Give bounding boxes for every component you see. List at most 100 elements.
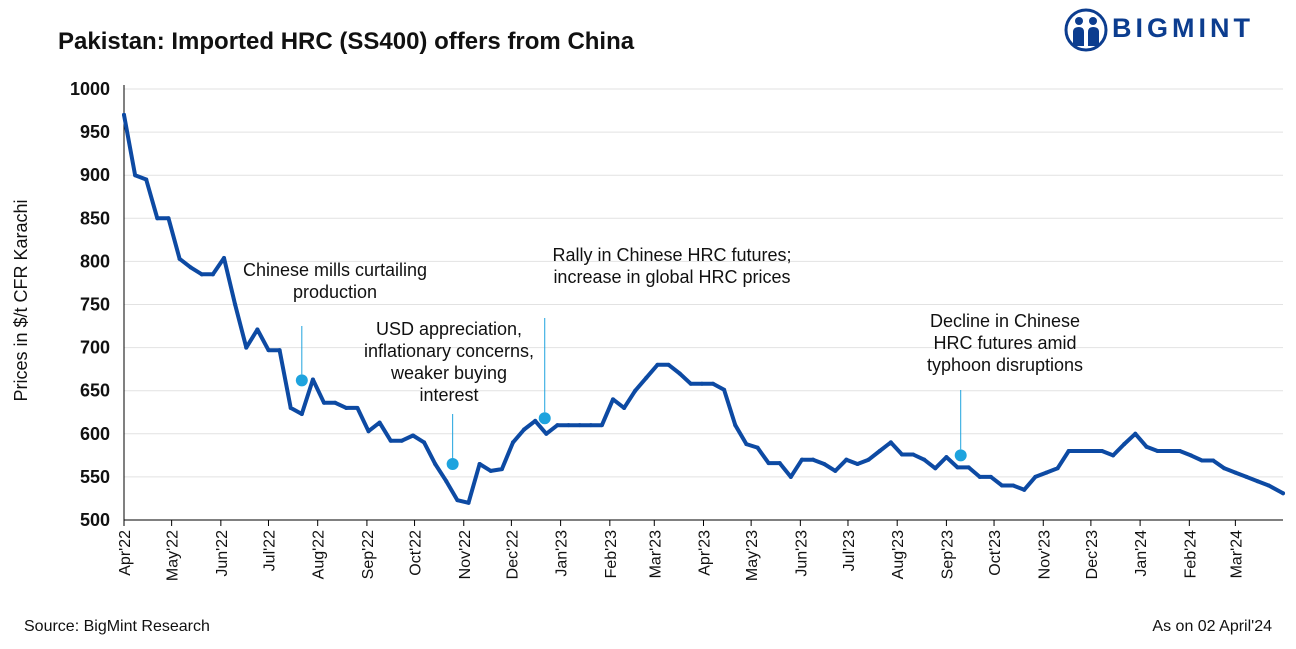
data-point (1055, 466, 1060, 471)
data-point (1100, 449, 1105, 454)
data-point (399, 438, 404, 443)
data-point (1200, 458, 1205, 463)
x-tick-label: Aug'22 (311, 530, 328, 579)
annotation-line: weaker buying (390, 363, 508, 383)
data-point (633, 388, 638, 393)
data-point (333, 400, 338, 405)
data-point (155, 216, 160, 221)
data-point (366, 429, 371, 434)
data-point (322, 400, 327, 405)
data-point (466, 500, 471, 505)
data-point (344, 405, 349, 410)
data-point (422, 440, 427, 445)
x-tick-label: Jan'23 (554, 530, 571, 577)
data-point (911, 452, 916, 457)
y-tick-label: 600 (80, 424, 110, 444)
data-point (966, 465, 971, 470)
data-point (244, 345, 249, 350)
x-tick-label: Sep'22 (360, 530, 377, 579)
annotation-marker (954, 449, 967, 462)
y-tick-label: 700 (80, 338, 110, 358)
data-point (988, 474, 993, 479)
x-tick-label: Dec'23 (1084, 530, 1101, 579)
data-point (299, 411, 304, 416)
x-tick-label: Oct'22 (408, 530, 425, 576)
y-tick-label: 650 (80, 381, 110, 401)
data-point (1166, 449, 1171, 454)
data-point (133, 173, 138, 178)
data-point (622, 405, 627, 410)
x-tick-label: Jul'23 (841, 530, 858, 571)
data-point (355, 405, 360, 410)
data-point (977, 474, 982, 479)
data-point (377, 420, 382, 425)
annotation-text: Decline in Chinese HRC futures amid typhoo… (927, 310, 1083, 376)
data-point (544, 431, 549, 436)
x-tick-label: Mar'24 (1228, 530, 1245, 579)
data-point (744, 442, 749, 447)
data-point (1222, 466, 1227, 471)
data-point (799, 457, 804, 462)
data-point (833, 468, 838, 473)
data-point (410, 433, 415, 438)
data-point (933, 466, 938, 471)
data-point (844, 457, 849, 462)
annotation-line: Decline in Chinese (929, 311, 1081, 331)
data-point (722, 387, 727, 392)
data-point (188, 265, 193, 270)
annotation-line: Chinese mills curtailing (242, 260, 428, 280)
x-tick-label: Aug'23 (890, 530, 907, 579)
data-point (533, 418, 538, 423)
data-point (1011, 483, 1016, 488)
data-point (688, 381, 693, 386)
y-tick-label: 900 (80, 165, 110, 185)
data-point (144, 177, 149, 182)
annotation-line: interest (419, 385, 479, 405)
as-on-date: As on 02 April'24 (1152, 618, 1272, 635)
data-point (433, 461, 438, 466)
data-point (999, 483, 1004, 488)
data-point (233, 302, 238, 307)
data-point (944, 455, 949, 460)
data-point (488, 468, 493, 473)
annotation-marker (446, 457, 459, 470)
data-point (222, 255, 227, 260)
data-point (255, 327, 260, 332)
y-tick-label: 1000 (70, 79, 110, 99)
data-point (1188, 453, 1193, 458)
data-point (777, 461, 782, 466)
data-point (677, 371, 682, 376)
x-tick-label: Jun'22 (214, 530, 231, 577)
annotation-line: typhoon disruptions (926, 355, 1084, 375)
data-point (122, 112, 126, 117)
annotation-text: Chinese mills curtailing production (243, 259, 427, 303)
x-tick-label: Mar'23 (647, 530, 664, 579)
data-point (899, 452, 904, 457)
x-tick-label: Nov'23 (1036, 530, 1053, 579)
data-point (1155, 449, 1160, 454)
data-point (644, 375, 649, 380)
data-point (1133, 431, 1138, 436)
annotation-line: HRC futures amid (933, 333, 1077, 353)
data-point (766, 461, 771, 466)
data-point (1088, 449, 1093, 454)
annotation-line: production (292, 282, 378, 302)
x-tick-label: Feb'24 (1182, 530, 1199, 579)
data-point (1122, 442, 1127, 447)
data-point (1281, 491, 1285, 496)
brand-name: BIGMINT (1112, 13, 1254, 43)
data-point (388, 438, 393, 443)
annotation-line: increase in global HRC prices (553, 267, 791, 287)
data-point (666, 362, 671, 367)
chart-title: Pakistan: Imported HRC (SS400) offers fr… (58, 28, 635, 55)
annotation-line: Rally in Chinese HRC futures; (552, 245, 792, 265)
data-point (611, 397, 616, 402)
data-point (711, 381, 716, 386)
x-tick-label: Apr'23 (697, 530, 714, 576)
x-tick-label: Apr'22 (117, 530, 134, 576)
y-tick-label: 850 (80, 208, 110, 228)
data-point (210, 272, 215, 277)
data-point (955, 465, 960, 470)
x-tick-label: Jul'22 (261, 530, 278, 571)
